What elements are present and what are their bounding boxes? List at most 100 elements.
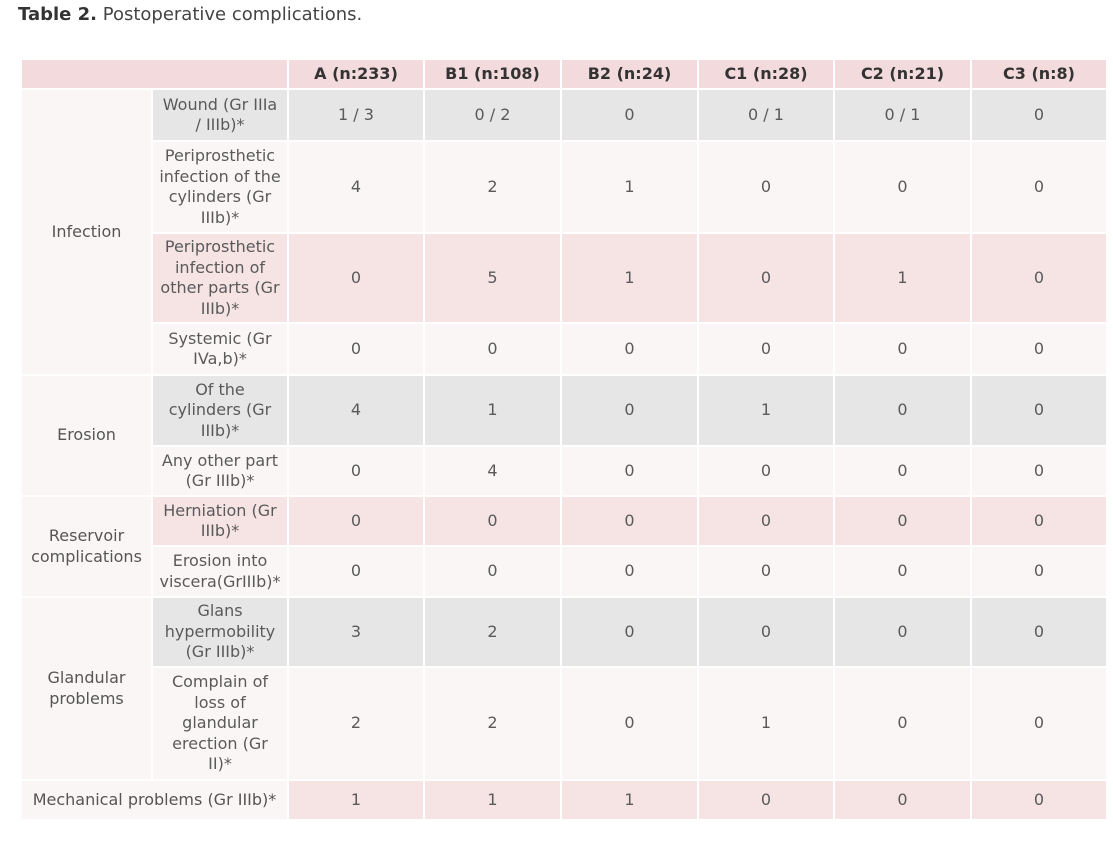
cell-a: 2 (287, 666, 425, 781)
header-c3: C3 (n:8) (970, 58, 1108, 90)
header-a: A (n:233) (287, 58, 425, 90)
cell-a: 4 (287, 140, 425, 234)
cell-a: 0 (287, 495, 425, 547)
row-label: Glans hypermobility (Gr IIIb)* (151, 596, 289, 668)
cell-c1: 0 (697, 445, 835, 497)
group-glandular: Glandular problems (20, 596, 153, 781)
cell-c2: 0 (833, 596, 972, 668)
cell-b1: 2 (423, 596, 562, 668)
cell-b1: 2 (423, 666, 562, 781)
cell-b1: 1 (423, 374, 562, 447)
cell-c2: 1 (833, 232, 972, 324)
table-row: Complain of loss of glandular erection (… (21, 666, 1108, 781)
cell-a: 0 (287, 445, 425, 497)
table-row: Systemic (Gr IVa,b)* 0 0 0 0 0 0 (21, 322, 1108, 376)
cell-c1: 0 (697, 140, 835, 234)
cell-c1: 0 (697, 495, 835, 547)
table-row: Erosion Of the cylinders (Gr IIIb)* 4 1 … (20, 374, 1108, 497)
cell-c3: 0 (970, 322, 1108, 376)
cell-a: 3 (287, 596, 425, 668)
cell-b2: 0 (560, 88, 699, 142)
table-row: Periprosthetic infection of other parts … (21, 232, 1108, 324)
group-mechanical: Mechanical problems (Gr IIIb)* (20, 779, 289, 821)
row-label: Wound (Gr IIIa / IIIb)* (151, 88, 289, 142)
cell-b2: 0 (560, 596, 699, 668)
table-row: Reservoir complications Herniation (Gr I… (20, 495, 1108, 598)
table-row: Mechanical problems (Gr IIIb)* 1 1 1 0 0… (20, 779, 1108, 821)
cell-c2: 0 (833, 322, 972, 376)
row-label: Of the cylinders (Gr IIIb)* (151, 374, 289, 447)
row-label: Periprosthetic infection of other parts … (151, 232, 289, 324)
cell-a: 4 (287, 374, 425, 447)
table-row: Erosion into viscera(GrIIIb)* 0 0 0 0 0 … (21, 545, 1108, 598)
cell-c3: 0 (970, 140, 1108, 234)
cell-b2: 0 (560, 445, 699, 497)
cell-b1: 0 (423, 322, 562, 376)
cell-c3: 0 (970, 374, 1108, 447)
header-c1: C1 (n:28) (697, 58, 835, 90)
table-row: Any other part (Gr IIIb)* 0 4 0 0 0 0 (21, 445, 1108, 497)
cell-c1: 1 (697, 374, 835, 447)
cell-c2: 0 (833, 374, 972, 447)
cell-c1: 0 / 1 (697, 88, 835, 142)
cell-c2: 0 (833, 666, 972, 781)
cell-b1: 0 (423, 495, 562, 547)
cell-c3: 0 (970, 445, 1108, 497)
row-label: Systemic (Gr IVa,b)* (151, 322, 289, 376)
cell-c2: 0 (833, 779, 972, 821)
cell-b2: 0 (560, 374, 699, 447)
cell-a: 0 (287, 322, 425, 376)
cell-b2: 1 (560, 232, 699, 324)
header-b2: B2 (n:24) (560, 58, 699, 90)
cell-b1: 0 (423, 545, 562, 598)
cell-c1: 0 (697, 322, 835, 376)
complications-table: A (n:233) B1 (n:108) B2 (n:24) C1 (n:28)… (20, 58, 1108, 821)
cell-c2: 0 (833, 495, 972, 547)
table-title: Postoperative complications. (102, 4, 363, 25)
cell-b2: 0 (560, 322, 699, 376)
table-row: Periprosthetic infection of the cylinder… (21, 140, 1108, 234)
row-label: Erosion into viscera(GrIIIb)* (151, 545, 289, 598)
cell-b1: 5 (423, 232, 562, 324)
header-b1: B1 (n:108) (423, 58, 562, 90)
cell-b1: 1 (423, 779, 562, 821)
cell-b1: 0 / 2 (423, 88, 562, 142)
cell-c1: 0 (697, 779, 835, 821)
cell-c3: 0 (970, 88, 1108, 142)
cell-a: 0 (287, 545, 425, 598)
cell-b2: 0 (560, 666, 699, 781)
cell-c2: 0 (833, 445, 972, 497)
cell-c1: 1 (697, 666, 835, 781)
cell-c2: 0 (833, 140, 972, 234)
cell-c3: 0 (970, 779, 1108, 821)
cell-c3: 0 (970, 232, 1108, 324)
cell-c3: 0 (970, 666, 1108, 781)
table-caption: Table 2. Postoperative complications. (18, 4, 362, 25)
cell-b1: 2 (423, 140, 562, 234)
cell-a: 1 / 3 (287, 88, 425, 142)
table-number: Table 2. (18, 4, 97, 25)
cell-b1: 4 (423, 445, 562, 497)
cell-b2: 0 (560, 545, 699, 598)
cell-c2: 0 (833, 545, 972, 598)
group-reservoir: Reservoir complications (20, 495, 153, 598)
group-erosion: Erosion (20, 374, 153, 497)
header-blank (20, 58, 289, 90)
cell-b2: 1 (560, 779, 699, 821)
cell-b2: 1 (560, 140, 699, 234)
group-infection: Infection (20, 88, 153, 376)
row-label: Herniation (Gr IIIb)* (151, 495, 289, 547)
cell-c3: 0 (970, 545, 1108, 598)
cell-c2: 0 / 1 (833, 88, 972, 142)
cell-c1: 0 (697, 545, 835, 598)
cell-c3: 0 (970, 596, 1108, 668)
header-c2: C2 (n:21) (833, 58, 972, 90)
row-label: Any other part (Gr IIIb)* (151, 445, 289, 497)
table-row: Infection Wound (Gr IIIa / IIIb)* 1 / 3 … (20, 88, 1108, 376)
table-row: Glandular problems Glans hypermobility (… (20, 596, 1108, 781)
cell-b2: 0 (560, 495, 699, 547)
row-label: Periprosthetic infection of the cylinder… (151, 140, 289, 234)
cell-c1: 0 (697, 596, 835, 668)
cell-a: 0 (287, 232, 425, 324)
row-label: Complain of loss of glandular erection (… (151, 666, 289, 781)
